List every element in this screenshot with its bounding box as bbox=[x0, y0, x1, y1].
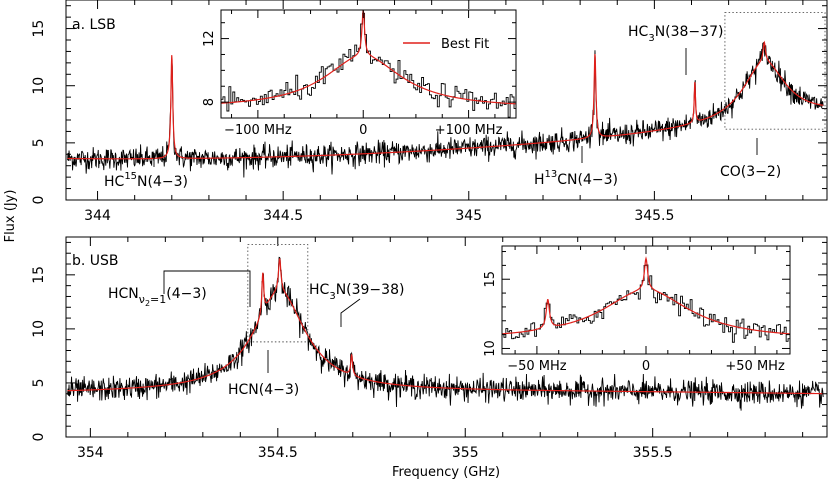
x-tick-label: 345.5 bbox=[634, 208, 674, 224]
lsb-inset-y-tick-label: 12 bbox=[202, 30, 217, 47]
y-tick-label: 0 bbox=[31, 196, 47, 205]
h13cn-label: H13CN(4−3) bbox=[534, 169, 618, 188]
x-tick-label: 354 bbox=[77, 445, 104, 461]
hcn-label: HCN(4−3) bbox=[228, 382, 299, 398]
hc3n-39-leader bbox=[340, 298, 361, 327]
usb-inset-x-tick-label: −50 MHz bbox=[507, 359, 567, 374]
lsb-annotations: HC15N(4−3) H13CN(4−3) HC3N(38−37) CO(3−2… bbox=[104, 24, 781, 190]
usb-inset-x-tick-label: +50 MHz bbox=[725, 359, 785, 374]
x-tick-label: 354.5 bbox=[258, 445, 298, 461]
hc15n-label: HC15N(4−3) bbox=[104, 171, 188, 190]
lsb-inset-y-tick-label: 8 bbox=[202, 98, 217, 106]
lsb-ticks bbox=[66, 0, 827, 201]
usb-inset-y-tick-label: 10 bbox=[483, 340, 498, 357]
usb-inset-ticks bbox=[502, 246, 790, 354]
lsb-inset-fit bbox=[220, 10, 517, 105]
lsb-inset: −100 MHz 0 +100 MHz 8 12 Best Fit bbox=[202, 9, 517, 138]
lsb-panel-title: a. LSB bbox=[72, 17, 116, 33]
hcn-v2-label: HCNν2=1(4−3) bbox=[108, 286, 207, 308]
lsb-zoom-box bbox=[724, 12, 826, 130]
usb-inset-background bbox=[502, 246, 790, 354]
y-tick-label: 10 bbox=[31, 77, 47, 95]
lsb-inset-x-tick-label: −100 MHz bbox=[224, 123, 292, 138]
usb-inset-fit bbox=[501, 256, 791, 335]
lsb-inset-x-tick-label: +100 MHz bbox=[435, 123, 503, 138]
usb-panel-title: b. USB bbox=[72, 253, 119, 269]
usb-inset-spectrum bbox=[501, 256, 791, 343]
usb-inset-tick-labels: −50 MHz 0 +50 MHz 10 15 bbox=[483, 271, 785, 374]
x-tick-label: 344.5 bbox=[263, 208, 303, 224]
lsb-inset-background bbox=[221, 10, 516, 118]
y-tick-label: 15 bbox=[31, 266, 47, 284]
usb-annotations: HCNν2=1(4−3) HC3N(39−38) HCN(4−3) bbox=[108, 270, 404, 398]
lsb-inset-spectrum bbox=[220, 10, 517, 118]
fit-series-lsb bbox=[67, 40, 824, 160]
usb-inset: −50 MHz 0 +50 MHz 10 15 bbox=[483, 245, 791, 374]
legend-fit-label: Best Fit bbox=[441, 37, 489, 52]
y-axis-label: Flux (Jy) bbox=[3, 190, 18, 243]
lsb-axes bbox=[65, 0, 828, 201]
x-tick-label: 355.5 bbox=[633, 445, 673, 461]
usb-spectrum bbox=[67, 256, 824, 411]
x-tick-label: 344 bbox=[84, 208, 111, 224]
lsb-inset-x-tick-label: 0 bbox=[359, 123, 367, 138]
hc3n-39-label: HC3N(39−38) bbox=[309, 282, 404, 302]
usb-tick-labels: 354 354.5 355 355.5 0 5 10 15 bbox=[31, 266, 673, 461]
lsb-tick-labels: 344 344.5 345 345.5 0 5 10 15 bbox=[31, 20, 674, 224]
usb-ticks bbox=[66, 237, 827, 438]
y-tick-label: 0 bbox=[31, 433, 47, 442]
lsb-inset-tick-labels: −100 MHz 0 +100 MHz 8 12 bbox=[202, 30, 503, 138]
lsb-inset-frame bbox=[220, 9, 517, 119]
lsb-frame bbox=[65, 0, 828, 201]
lsb-inset-ticks bbox=[221, 10, 516, 119]
usb-inset-x-tick-label: 0 bbox=[642, 359, 650, 374]
x-axis-label: Frequency (GHz) bbox=[392, 465, 500, 480]
y-tick-label: 5 bbox=[31, 138, 47, 147]
hcn-v2-leader bbox=[163, 270, 251, 307]
y-tick-label: 10 bbox=[31, 320, 47, 338]
usb-axes bbox=[65, 236, 828, 438]
x-tick-label: 355 bbox=[452, 445, 479, 461]
data-series-lsb bbox=[67, 41, 824, 178]
fit-series-usb bbox=[67, 258, 824, 395]
usb-inset-y-tick-label: 15 bbox=[483, 271, 498, 288]
usb-frame bbox=[65, 236, 828, 438]
x-tick-label: 345 bbox=[455, 208, 482, 224]
panel-lsb: 344 344.5 345 345.5 0 5 10 15 a. LSB HC15N(4−3)… bbox=[31, 0, 828, 224]
y-tick-label: 5 bbox=[31, 378, 47, 387]
lsb-spectrum bbox=[67, 40, 824, 178]
usb-zoom-box bbox=[247, 244, 309, 343]
co-label: CO(3−2) bbox=[720, 164, 781, 180]
hc3n-38-label: HC3N(38−37) bbox=[628, 24, 723, 44]
y-tick-label: 15 bbox=[31, 20, 47, 38]
panel-usb: 354 354.5 355 355.5 0 5 10 15 b. USB HCNν2=1(4−… bbox=[31, 236, 828, 461]
